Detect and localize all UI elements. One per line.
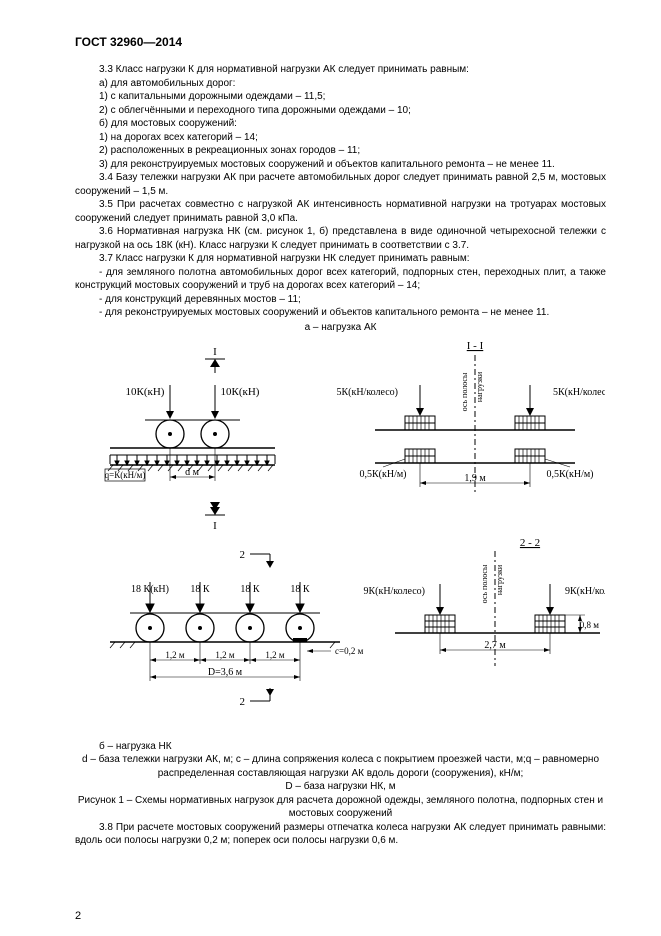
page-number: 2	[75, 910, 81, 922]
p10: 3.5 При расчетах совместно с нагрузкой А…	[75, 198, 606, 225]
svg-text:ось полосы: ось полосы	[480, 564, 489, 603]
svg-text:q=К(кН/м): q=К(кН/м)	[105, 470, 146, 480]
p14: - для конструкций деревянных мостов – 11…	[75, 293, 606, 307]
p12: 3.7 Класс нагрузки К для нормативной наг…	[75, 252, 606, 266]
svg-text:нагрузки: нагрузки	[495, 564, 504, 595]
svg-text:9К(кН/колесо): 9К(кН/колесо)	[565, 586, 605, 597]
p4: 2) с облегчёнными и переходного типа дор…	[75, 104, 606, 118]
svg-text:2 - 2: 2 - 2	[520, 537, 540, 549]
svg-text:I: I	[213, 520, 217, 532]
p5: б) для мостовых сооружений:	[75, 117, 606, 131]
caption-a: а – нагрузка АК	[75, 322, 606, 333]
svg-text:9К(кН/колесо): 9К(кН/колесо)	[363, 586, 425, 597]
p38: 3.8 При расчете мостовых сооружений разм…	[75, 821, 606, 848]
figure-a: I 10К(кН) 10К(кН)	[75, 337, 606, 532]
svg-text:с=0,2 м: с=0,2 м	[335, 646, 364, 656]
p15: - для реконструируемых мостовых сооружен…	[75, 306, 606, 320]
doc-header: ГОСТ 32960—2014	[75, 35, 606, 49]
svg-text:I - I: I - I	[467, 340, 484, 352]
p9: 3.4 Базу тележки нагрузки АК при расчете…	[75, 171, 606, 198]
svg-text:2: 2	[240, 696, 246, 708]
figure-b: 2 18 К(кН) 18 К 18 К 18 К	[75, 536, 606, 736]
body: 3.3 Класс нагрузки К для нормативной наг…	[75, 63, 606, 320]
caption-b: б – нагрузка НК	[75, 740, 606, 754]
svg-text:1,2 м: 1,2 м	[265, 650, 285, 660]
svg-text:0,8 м: 0,8 м	[580, 620, 600, 630]
svg-text:0,5К(кН/м): 0,5К(кН/м)	[359, 469, 406, 480]
svg-text:0,5К(кН/м): 0,5К(кН/м)	[546, 469, 593, 480]
p13: - для земляного полотна автомобильных до…	[75, 266, 606, 293]
svg-text:1,2 м: 1,2 м	[165, 650, 185, 660]
legend2: D – база нагрузки НК, м	[75, 780, 606, 794]
svg-text:ось полосы: ось полосы	[460, 372, 469, 411]
svg-text:2: 2	[240, 549, 246, 561]
svg-text:нагрузки: нагрузки	[475, 371, 484, 402]
svg-text:10К(кН): 10К(кН)	[221, 386, 260, 398]
p11: 3.6 Нормативная нагрузка НК (см. рисунок…	[75, 225, 606, 252]
legend1: d – база тележки нагрузки АК, м; с – дли…	[75, 753, 606, 780]
svg-text:1,2 м: 1,2 м	[215, 650, 235, 660]
svg-text:5К(кН/колесо): 5К(кН/колесо)	[336, 387, 398, 398]
svg-text:2,7 м: 2,7 м	[484, 640, 506, 651]
p3: 1) с капитальными дорожными одеждами – 1…	[75, 90, 606, 104]
svg-text:I: I	[213, 346, 217, 358]
p7: 2) расположенных в рекреационных зонах г…	[75, 144, 606, 158]
p6: 1) на дорогах всех категорий – 14;	[75, 131, 606, 145]
svg-text:5К(кН/колесо): 5К(кН/колесо)	[553, 387, 605, 398]
p8: 3) для реконструируемых мостовых сооруже…	[75, 158, 606, 172]
svg-text:1,9 м: 1,9 м	[464, 473, 486, 484]
svg-text:D=3,6 м: D=3,6 м	[208, 667, 243, 678]
fig-title: Рисунок 1 – Схемы нормативных нагрузок д…	[75, 794, 606, 821]
p1: 3.3 Класс нагрузки К для нормативной наг…	[75, 63, 606, 77]
svg-text:10К(кН): 10К(кН)	[126, 386, 165, 398]
p2: а) для автомобильных дорог:	[75, 77, 606, 91]
svg-text:d м: d м	[185, 467, 200, 478]
